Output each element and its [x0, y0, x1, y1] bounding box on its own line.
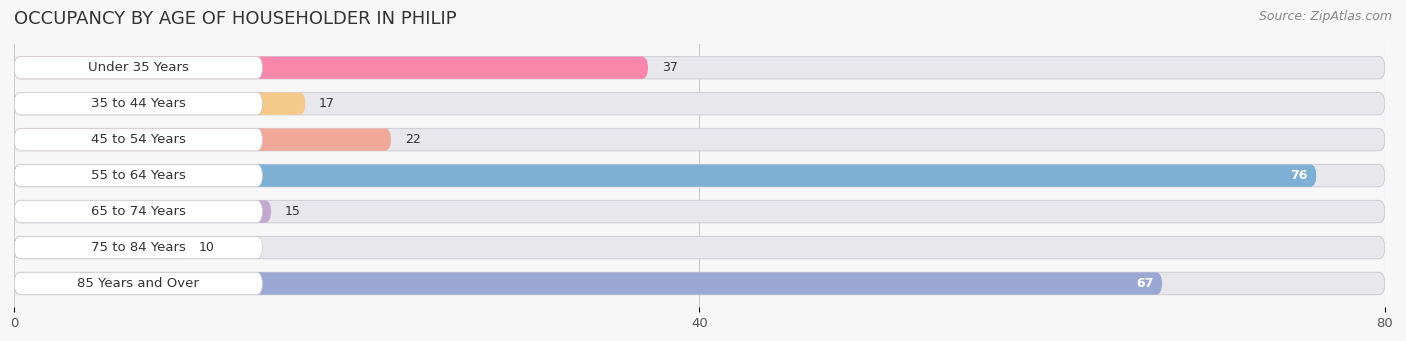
FancyBboxPatch shape: [14, 92, 263, 115]
Text: 55 to 64 Years: 55 to 64 Years: [91, 169, 186, 182]
Text: 85 Years and Over: 85 Years and Over: [77, 277, 200, 290]
FancyBboxPatch shape: [14, 272, 1163, 295]
Text: 45 to 54 Years: 45 to 54 Years: [91, 133, 186, 146]
FancyBboxPatch shape: [14, 201, 271, 223]
FancyBboxPatch shape: [14, 201, 263, 223]
FancyBboxPatch shape: [14, 272, 1385, 295]
FancyBboxPatch shape: [14, 57, 1385, 79]
Text: 15: 15: [285, 205, 301, 218]
FancyBboxPatch shape: [14, 201, 1385, 223]
FancyBboxPatch shape: [14, 272, 263, 295]
Text: 17: 17: [319, 97, 335, 110]
FancyBboxPatch shape: [14, 129, 391, 151]
FancyBboxPatch shape: [14, 57, 648, 79]
Text: Source: ZipAtlas.com: Source: ZipAtlas.com: [1258, 10, 1392, 23]
Text: 22: 22: [405, 133, 420, 146]
Text: 67: 67: [1136, 277, 1153, 290]
FancyBboxPatch shape: [14, 57, 263, 79]
FancyBboxPatch shape: [14, 236, 186, 259]
Text: 10: 10: [200, 241, 215, 254]
Text: 65 to 74 Years: 65 to 74 Years: [91, 205, 186, 218]
FancyBboxPatch shape: [14, 236, 1385, 259]
FancyBboxPatch shape: [14, 236, 263, 259]
FancyBboxPatch shape: [14, 92, 1385, 115]
Text: OCCUPANCY BY AGE OF HOUSEHOLDER IN PHILIP: OCCUPANCY BY AGE OF HOUSEHOLDER IN PHILI…: [14, 10, 457, 28]
FancyBboxPatch shape: [14, 164, 1385, 187]
Text: Under 35 Years: Under 35 Years: [87, 61, 188, 74]
FancyBboxPatch shape: [14, 92, 305, 115]
Text: 75 to 84 Years: 75 to 84 Years: [91, 241, 186, 254]
FancyBboxPatch shape: [14, 164, 263, 187]
FancyBboxPatch shape: [14, 164, 1316, 187]
Text: 35 to 44 Years: 35 to 44 Years: [91, 97, 186, 110]
Text: 37: 37: [662, 61, 678, 74]
FancyBboxPatch shape: [14, 129, 1385, 151]
FancyBboxPatch shape: [14, 129, 263, 151]
Text: 76: 76: [1291, 169, 1308, 182]
